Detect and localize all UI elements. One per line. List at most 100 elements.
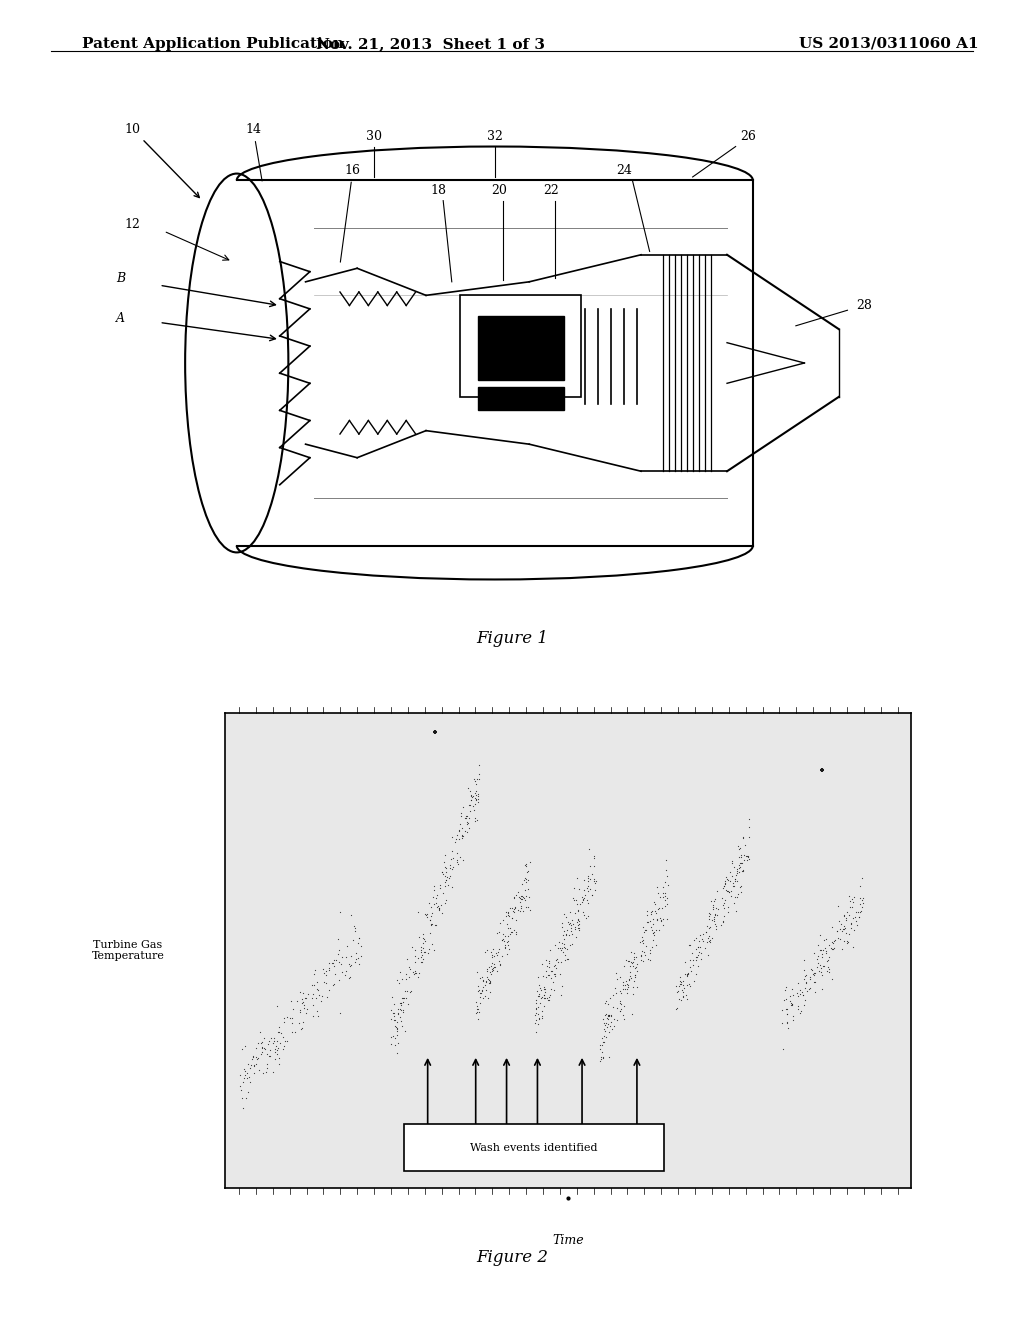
- Point: [706, 911, 722, 932]
- Point: [784, 994, 801, 1015]
- Point: [598, 1027, 614, 1048]
- Point: [463, 785, 479, 807]
- Point: [839, 933, 855, 954]
- Point: [657, 871, 674, 892]
- Point: [612, 981, 629, 1002]
- Point: [246, 1055, 262, 1076]
- Point: [706, 909, 722, 931]
- Point: [736, 849, 753, 870]
- Point: [384, 986, 400, 1007]
- Point: [797, 978, 813, 999]
- Point: [592, 1039, 608, 1060]
- Point: [634, 927, 650, 948]
- Point: [570, 909, 587, 931]
- Point: [656, 886, 673, 907]
- Point: [558, 924, 574, 945]
- Point: [390, 998, 407, 1019]
- Point: [439, 866, 456, 887]
- Text: 32: 32: [486, 129, 503, 143]
- Point: [492, 912, 508, 933]
- Point: [459, 812, 475, 833]
- Point: [489, 941, 506, 962]
- Point: [550, 952, 566, 973]
- Point: [621, 969, 637, 990]
- Point: [438, 870, 455, 891]
- Bar: [403, 1123, 665, 1171]
- Point: [824, 968, 841, 989]
- Point: [245, 1047, 261, 1068]
- Point: [656, 896, 673, 917]
- Text: Figure 2: Figure 2: [476, 1249, 548, 1266]
- Point: [434, 902, 451, 923]
- Point: [813, 965, 829, 986]
- Point: [506, 902, 522, 923]
- Point: [643, 903, 659, 924]
- Point: [457, 808, 473, 829]
- Point: [462, 795, 478, 816]
- Point: [783, 994, 800, 1015]
- Point: [836, 906, 852, 927]
- Point: [810, 945, 826, 966]
- Point: [334, 962, 350, 983]
- Point: [327, 964, 343, 985]
- Point: [272, 1023, 289, 1044]
- Point: [483, 958, 500, 979]
- Point: [659, 908, 676, 929]
- Point: [465, 796, 481, 817]
- Point: [575, 879, 592, 900]
- Point: [300, 983, 316, 1005]
- Point: [250, 1032, 266, 1053]
- Point: [720, 870, 736, 891]
- Point: [431, 898, 447, 919]
- Point: [569, 900, 586, 921]
- Point: [852, 894, 868, 915]
- Point: [283, 990, 299, 1011]
- Point: [506, 920, 522, 941]
- Point: [601, 1005, 617, 1026]
- Point: [244, 1048, 260, 1069]
- Point: [552, 964, 568, 985]
- Point: [297, 1003, 313, 1024]
- Point: [305, 994, 322, 1015]
- Point: [554, 975, 570, 997]
- Point: [541, 953, 557, 974]
- Point: [276, 1011, 293, 1032]
- Point: [586, 845, 602, 866]
- Point: [310, 983, 327, 1005]
- Point: [534, 954, 550, 975]
- Point: [611, 990, 628, 1011]
- Point: [347, 917, 364, 939]
- Point: [687, 928, 703, 949]
- Point: [437, 871, 454, 892]
- Point: [415, 933, 431, 954]
- Point: [531, 974, 548, 995]
- Point: [539, 966, 555, 987]
- Point: [343, 945, 359, 966]
- Point: [431, 899, 447, 920]
- Point: [519, 878, 536, 899]
- Point: [815, 954, 831, 975]
- Point: [437, 870, 454, 891]
- Point: [417, 941, 433, 962]
- Point: [238, 1035, 254, 1056]
- Point: [542, 985, 558, 1006]
- Point: [529, 981, 546, 1002]
- Point: [459, 807, 475, 828]
- Point: [418, 904, 434, 925]
- Point: [519, 870, 536, 891]
- Point: [441, 865, 458, 886]
- Point: [584, 884, 600, 906]
- Point: [821, 935, 838, 956]
- Point: [350, 928, 367, 949]
- Point: [840, 931, 856, 952]
- Point: [580, 880, 596, 902]
- Point: [512, 888, 528, 909]
- Point: [623, 941, 639, 962]
- Point: [237, 1060, 253, 1081]
- Point: [385, 1002, 401, 1023]
- Point: [577, 887, 593, 908]
- Point: [626, 942, 642, 964]
- Point: [734, 853, 751, 874]
- Point: [351, 928, 368, 949]
- Point: [463, 784, 479, 805]
